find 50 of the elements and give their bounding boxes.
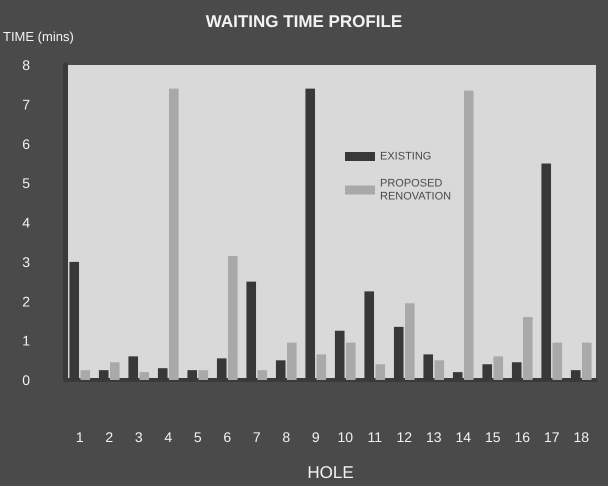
bar xyxy=(493,356,504,380)
x-tick-label: 13 xyxy=(426,429,442,445)
x-tick-label: 10 xyxy=(337,429,354,445)
x-axis-title: HOLE xyxy=(307,463,354,482)
x-tick-label: 8 xyxy=(282,429,290,445)
bar xyxy=(346,342,356,380)
x-tick-label: 9 xyxy=(312,429,320,445)
x-tick-label: 16 xyxy=(514,429,530,445)
bar xyxy=(434,360,444,380)
y-tick-label: 5 xyxy=(22,175,30,192)
y-tick-label: 0 xyxy=(22,372,30,388)
y-tick-label: 4 xyxy=(22,214,30,230)
bar xyxy=(522,317,533,380)
x-tick-label: 5 xyxy=(194,429,202,445)
x-tick-label: 2 xyxy=(105,429,114,445)
bar xyxy=(582,342,592,380)
y-tick-label: 6 xyxy=(22,136,30,152)
x-tick-label: 7 xyxy=(252,429,261,445)
x-tick-label: 17 xyxy=(544,429,560,445)
bar xyxy=(198,370,208,380)
legend-label: EXISTING xyxy=(380,150,432,162)
y-tick-label: 7 xyxy=(22,96,30,112)
x-tick-label: 15 xyxy=(484,429,501,445)
x-tick-label: 3 xyxy=(134,429,143,445)
bar xyxy=(110,362,120,380)
bar xyxy=(139,372,150,380)
bar xyxy=(80,370,90,380)
y-tick-label: 1 xyxy=(22,332,30,349)
bar xyxy=(257,370,268,380)
bar xyxy=(404,303,415,380)
y-tick-label: 3 xyxy=(22,254,30,270)
x-tick-label: 1 xyxy=(76,429,84,445)
bar xyxy=(168,88,179,380)
x-tick-label: 6 xyxy=(223,429,232,445)
bar xyxy=(375,364,386,380)
y-axis-title: TIME (mins) xyxy=(3,29,74,44)
x-tick-label: 11 xyxy=(367,429,382,445)
chart-title: WAITING TIME PROFILE xyxy=(206,12,402,31)
bar xyxy=(286,342,297,380)
bar xyxy=(228,256,238,380)
x-tick-label: 4 xyxy=(164,429,172,445)
bar xyxy=(464,90,474,380)
legend-label: PROPOSED RENOVATION xyxy=(380,178,452,202)
bar xyxy=(552,342,562,380)
x-tick-label: 14 xyxy=(455,429,472,445)
y-tick-label: 2 xyxy=(22,293,30,310)
y-tick-label: 8 xyxy=(22,57,30,73)
x-tick-label: 18 xyxy=(573,429,590,445)
bar xyxy=(316,354,326,380)
x-tick-label: 12 xyxy=(396,429,412,445)
